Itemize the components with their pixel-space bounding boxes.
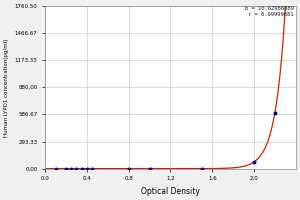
Point — [90, 167, 94, 170]
Point — [53, 167, 58, 170]
X-axis label: Optical Density: Optical Density — [141, 187, 200, 196]
Point — [200, 167, 204, 170]
Point — [79, 167, 84, 170]
Point — [252, 160, 256, 164]
Point — [64, 167, 68, 170]
Point — [69, 167, 74, 170]
Point — [74, 167, 79, 170]
Point — [126, 167, 131, 170]
Point — [147, 167, 152, 170]
Point — [272, 111, 277, 114]
Y-axis label: Human LYPD1 concentration(pg/ml): Human LYPD1 concentration(pg/ml) — [4, 38, 9, 137]
Text: b = 10.62986889
r = 0.99999681: b = 10.62986889 r = 0.99999681 — [245, 6, 294, 17]
Point — [85, 167, 89, 170]
